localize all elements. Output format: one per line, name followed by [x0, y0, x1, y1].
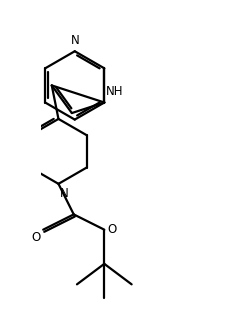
Text: NH: NH	[106, 85, 123, 98]
Text: N: N	[60, 187, 69, 199]
Text: O: O	[107, 223, 116, 236]
Text: O: O	[31, 231, 41, 244]
Text: N: N	[70, 34, 79, 47]
